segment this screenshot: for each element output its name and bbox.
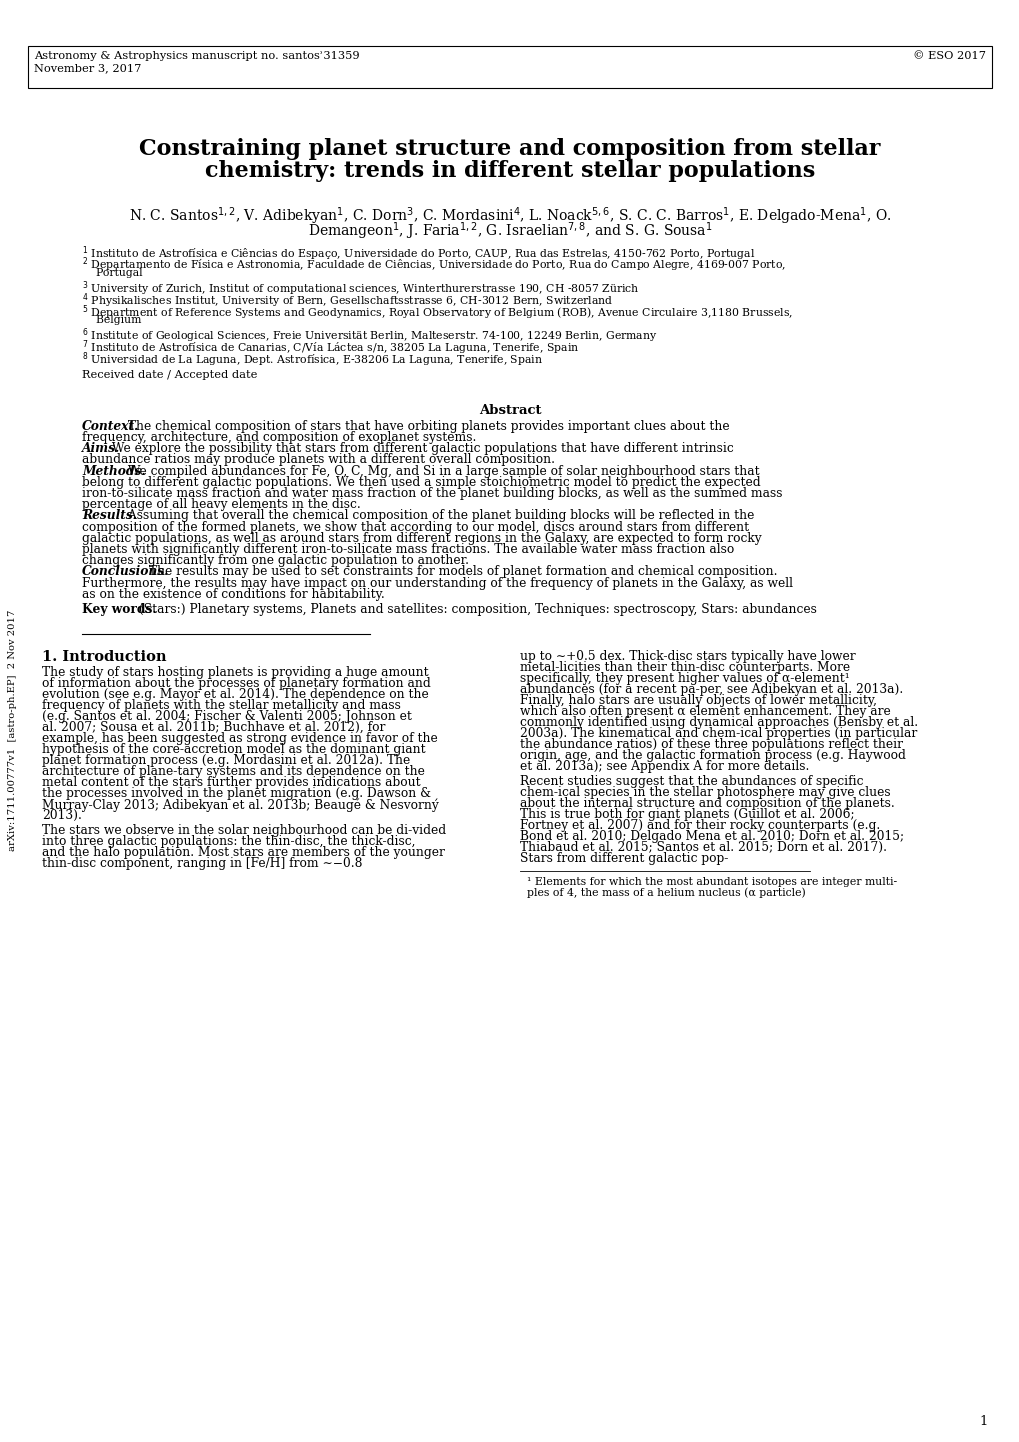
Text: $^8$ Universidad de La Laguna, Dept. Astrofísica, E-38206 La Laguna, Tenerife, S: $^8$ Universidad de La Laguna, Dept. Ast… xyxy=(82,350,542,369)
Text: 1: 1 xyxy=(978,1415,987,1428)
Text: the abundance ratios) of these three populations reflect their: the abundance ratios) of these three pop… xyxy=(520,738,902,751)
Text: which also often present α element enhancement. They are: which also often present α element enhan… xyxy=(520,705,890,718)
Text: evolution (see e.g. Mayor et al. 2014). The dependence on the: evolution (see e.g. Mayor et al. 2014). … xyxy=(42,688,428,701)
Text: ples of 4, the mass of a helium nucleus (α particle): ples of 4, the mass of a helium nucleus … xyxy=(520,887,805,898)
Text: hypothesis of the core-accretion model as the dominant giant: hypothesis of the core-accretion model a… xyxy=(42,743,425,756)
Text: chem-ical species in the stellar photosphere may give clues: chem-ical species in the stellar photosp… xyxy=(520,786,890,799)
Text: Furthermore, the results may have impact on our understanding of the frequency o: Furthermore, the results may have impact… xyxy=(82,577,792,590)
Text: abundances (for a recent pa-per, see Adibekyan et al. 2013a).: abundances (for a recent pa-per, see Adi… xyxy=(520,684,903,696)
Text: Aims.: Aims. xyxy=(82,443,120,456)
Text: The chemical composition of stars that have orbiting planets provides important : The chemical composition of stars that h… xyxy=(124,420,730,433)
Text: Context.: Context. xyxy=(82,420,140,433)
Text: N. C. Santos$^{1,2}$, V. Adibekyan$^{1}$, C. Dorn$^{3}$, C. Mordasini$^{4}$, L. : N. C. Santos$^{1,2}$, V. Adibekyan$^{1}$… xyxy=(128,205,891,226)
Text: Results.: Results. xyxy=(82,509,137,522)
Text: Assuming that overall the chemical composition of the planet building blocks wil: Assuming that overall the chemical compo… xyxy=(124,509,754,522)
Text: We explore the possibility that stars from different galactic populations that h: We explore the possibility that stars fr… xyxy=(108,443,734,456)
Text: Constraining planet structure and composition from stellar: Constraining planet structure and compos… xyxy=(140,138,879,160)
Text: $^5$ Department of Reference Systems and Geodynamics, Royal Observatory of Belgi: $^5$ Department of Reference Systems and… xyxy=(82,303,793,322)
Text: chemistry: trends in different stellar populations: chemistry: trends in different stellar p… xyxy=(205,160,814,182)
Text: $^3$ University of Zurich, Institut of computational sciences, Winterthurerstras: $^3$ University of Zurich, Institut of c… xyxy=(82,280,639,298)
Text: © ESO 2017: © ESO 2017 xyxy=(912,50,985,61)
Text: Murray-Clay 2013; Adibekyan et al. 2013b; Beaugé & Nesvorný: Murray-Clay 2013; Adibekyan et al. 2013b… xyxy=(42,799,438,812)
Text: percentage of all heavy elements in the disc.: percentage of all heavy elements in the … xyxy=(82,497,361,512)
Text: belong to different galactic populations. We then used a simple stoichiometric m: belong to different galactic populations… xyxy=(82,476,760,489)
Text: 2003a). The kinematical and chem-ical properties (in particular: 2003a). The kinematical and chem-ical pr… xyxy=(520,727,916,740)
Text: The results may be used to set constraints for models of planet formation and ch: The results may be used to set constrain… xyxy=(146,565,777,578)
Text: $^4$ Physikalisches Institut, University of Bern, Gesellschaftsstrasse 6, CH-301: $^4$ Physikalisches Institut, University… xyxy=(82,291,612,310)
Text: of information about the processes of planetary formation and: of information about the processes of pl… xyxy=(42,678,430,691)
Text: (Stars:) Planetary systems, Planets and satellites: composition, Techniques: spe: (Stars:) Planetary systems, Planets and … xyxy=(135,603,816,616)
Text: Finally, halo stars are usually objects of lower metallicity,: Finally, halo stars are usually objects … xyxy=(520,694,876,707)
Text: architecture of plane-tary systems and its dependence on the: architecture of plane-tary systems and i… xyxy=(42,766,425,779)
Text: et al. 2013a); see Appendix A for more details.: et al. 2013a); see Appendix A for more d… xyxy=(520,760,809,773)
Text: Thiabaud et al. 2015; Santos et al. 2015; Dorn et al. 2017).: Thiabaud et al. 2015; Santos et al. 2015… xyxy=(520,841,887,854)
Text: Abstract: Abstract xyxy=(478,404,541,417)
Text: Conclusions.: Conclusions. xyxy=(82,565,169,578)
Text: metal-licities than their thin-disc counterparts. More: metal-licities than their thin-disc coun… xyxy=(520,662,849,675)
Text: specifically, they present higher values of α-element¹: specifically, they present higher values… xyxy=(520,672,849,685)
Text: Methods.: Methods. xyxy=(82,464,146,477)
Text: Belgium: Belgium xyxy=(82,314,142,324)
Text: 1. Introduction: 1. Introduction xyxy=(42,650,166,665)
Text: thin-disc component, ranging in [Fe/H] from ∼−0.8: thin-disc component, ranging in [Fe/H] f… xyxy=(42,857,362,870)
Text: arXiv:1711.00777v1  [astro-ph.EP]  2 Nov 2017: arXiv:1711.00777v1 [astro-ph.EP] 2 Nov 2… xyxy=(8,610,17,851)
Text: $^2$ Departamento de Física e Astronomia, Faculdade de Ciências, Universidade do: $^2$ Departamento de Física e Astronomia… xyxy=(82,255,786,274)
Text: frequency, architecture, and composition of exoplanet systems.: frequency, architecture, and composition… xyxy=(82,431,476,444)
Text: We compiled abundances for Fe, O, C, Mg, and Si in a large sample of solar neigh: We compiled abundances for Fe, O, C, Mg,… xyxy=(124,464,759,477)
Text: Stars from different galactic pop-: Stars from different galactic pop- xyxy=(520,852,728,865)
Text: Key words.: Key words. xyxy=(82,603,157,616)
Text: Bond et al. 2010; Delgado Mena et al. 2010; Dorn et al. 2015;: Bond et al. 2010; Delgado Mena et al. 20… xyxy=(520,831,903,844)
Text: ¹ Elements for which the most abundant isotopes are integer multi-: ¹ Elements for which the most abundant i… xyxy=(520,877,897,887)
Text: planet formation process (e.g. Mordasini et al. 2012a). The: planet formation process (e.g. Mordasini… xyxy=(42,754,410,767)
Text: $^7$ Instituto de Astrofísica de Canarias, C/Vía Láctea s/n, 38205 La Laguna, Te: $^7$ Instituto de Astrofísica de Canaria… xyxy=(82,339,579,358)
Text: November 3, 2017: November 3, 2017 xyxy=(34,63,142,74)
Text: planets with significantly different iron-to-silicate mass fractions. The availa: planets with significantly different iro… xyxy=(82,544,734,557)
Text: The stars we observe in the solar neighbourhood can be di-vided: The stars we observe in the solar neighb… xyxy=(42,825,445,838)
Text: and the halo population. Most stars are members of the younger: and the halo population. Most stars are … xyxy=(42,846,444,859)
Text: Fortney et al. 2007) and for their rocky counterparts (e.g.: Fortney et al. 2007) and for their rocky… xyxy=(520,819,879,832)
Text: This is true both for giant planets (Guillot et al. 2006;: This is true both for giant planets (Gui… xyxy=(520,808,854,820)
Text: frequency of planets with the stellar metallicity and mass: frequency of planets with the stellar me… xyxy=(42,699,400,712)
Text: into three galactic populations: the thin-disc, the thick-disc,: into three galactic populations: the thi… xyxy=(42,835,415,848)
Text: $^6$ Institute of Geological Sciences, Freie Universität Berlin, Malteserstr. 74: $^6$ Institute of Geological Sciences, F… xyxy=(82,326,657,345)
Text: commonly identified using dynamical approaches (Bensby et al.: commonly identified using dynamical appr… xyxy=(520,717,917,730)
Text: (e.g. Santos et al. 2004; Fischer & Valenti 2005; Johnson et: (e.g. Santos et al. 2004; Fischer & Vale… xyxy=(42,711,412,724)
Text: The study of stars hosting planets is providing a huge amount: The study of stars hosting planets is pr… xyxy=(42,666,428,679)
Text: iron-to-silicate mass fraction and water mass fraction of the planet building bl: iron-to-silicate mass fraction and water… xyxy=(82,487,782,500)
Text: abundance ratios may produce planets with a different overall composition.: abundance ratios may produce planets wit… xyxy=(82,453,554,466)
Text: Recent studies suggest that the abundances of specific: Recent studies suggest that the abundanc… xyxy=(520,776,863,789)
Text: metal content of the stars further provides indications about: metal content of the stars further provi… xyxy=(42,776,420,789)
Text: composition of the formed planets, we show that according to our model, discs ar: composition of the formed planets, we sh… xyxy=(82,521,748,534)
Text: galactic populations, as well as around stars from different regions in the Gala: galactic populations, as well as around … xyxy=(82,532,761,545)
Text: Portugal: Portugal xyxy=(82,268,143,278)
Text: changes significantly from one galactic population to another.: changes significantly from one galactic … xyxy=(82,554,469,567)
FancyBboxPatch shape xyxy=(28,46,991,88)
Text: about the internal structure and composition of the planets.: about the internal structure and composi… xyxy=(520,797,894,810)
Text: $^1$ Instituto de Astrofísica e Ciências do Espaço, Universidade do Porto, CAUP,: $^1$ Instituto de Astrofísica e Ciências… xyxy=(82,244,754,262)
Text: origin, age, and the galactic formation process (e.g. Haywood: origin, age, and the galactic formation … xyxy=(520,750,905,763)
Text: Received date / Accepted date: Received date / Accepted date xyxy=(82,371,257,381)
Text: Astronomy & Astrophysics manuscript no. santosʾ31359: Astronomy & Astrophysics manuscript no. … xyxy=(34,50,360,61)
Text: al. 2007; Sousa et al. 2011b; Buchhave et al. 2012), for: al. 2007; Sousa et al. 2011b; Buchhave e… xyxy=(42,721,385,734)
Text: up to ∼+0.5 dex. Thick-disc stars typically have lower: up to ∼+0.5 dex. Thick-disc stars typica… xyxy=(520,650,855,663)
Text: 2013).: 2013). xyxy=(42,809,82,822)
Text: Demangeon$^{1}$, J. Faria$^{1,2}$, G. Israelian$^{7,8}$, and S. G. Sousa$^{1}$: Demangeon$^{1}$, J. Faria$^{1,2}$, G. Is… xyxy=(308,221,711,242)
Text: the processes involved in the planet migration (e.g. Dawson &: the processes involved in the planet mig… xyxy=(42,787,431,800)
Text: example, has been suggested as strong evidence in favor of the: example, has been suggested as strong ev… xyxy=(42,733,437,746)
Text: as on the existence of conditions for habitability.: as on the existence of conditions for ha… xyxy=(82,588,384,601)
